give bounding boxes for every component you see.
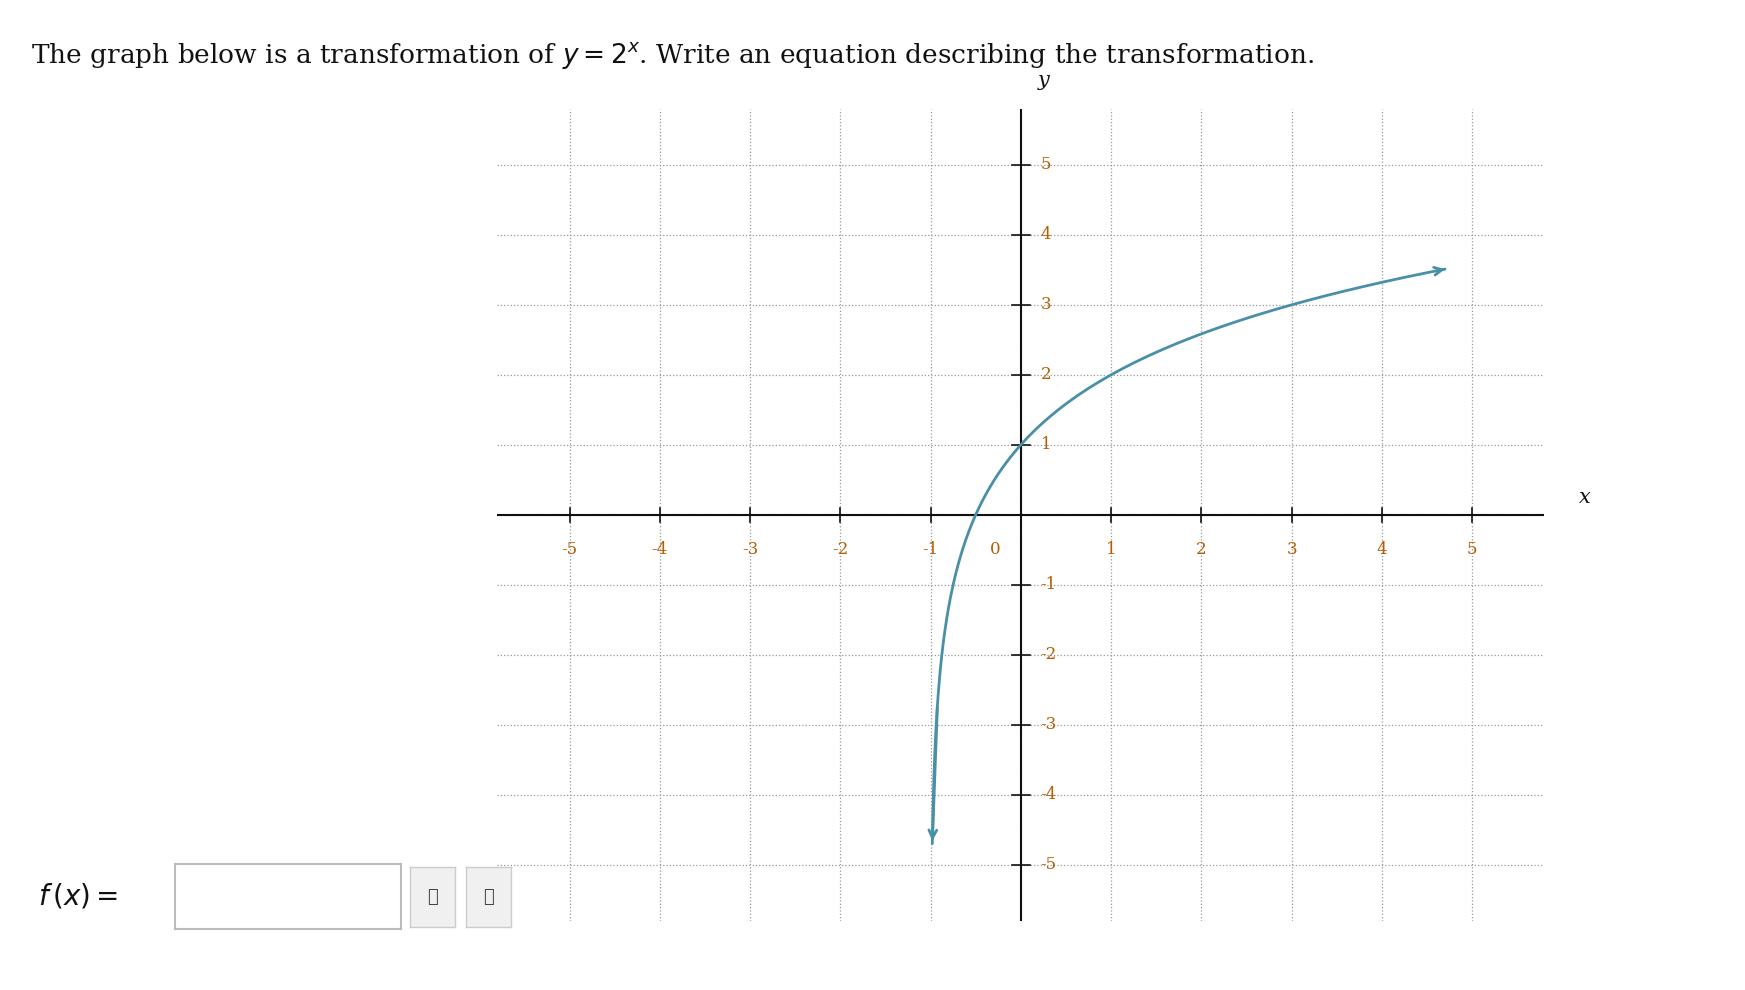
Text: -3: -3 [742,542,757,558]
Text: -4: -4 [1040,786,1057,803]
Text: 4: 4 [1040,227,1050,244]
Text: -2: -2 [832,542,848,558]
Text: -1: -1 [923,542,939,558]
Text: 4: 4 [1377,542,1387,558]
Text: 2: 2 [1195,542,1206,558]
Text: 5: 5 [1040,156,1050,173]
Text: 0: 0 [991,542,1002,558]
Text: -4: -4 [651,542,668,558]
Text: 5: 5 [1468,542,1478,558]
Text: x: x [1579,488,1591,507]
Text: ⎘: ⎘ [483,888,494,906]
Text: 1: 1 [1106,542,1117,558]
Text: ⎗: ⎗ [428,888,438,906]
Text: $f\,(x) =$: $f\,(x) =$ [38,881,119,911]
Text: 2: 2 [1040,366,1050,383]
Text: 1: 1 [1040,437,1050,453]
Text: -2: -2 [1040,646,1057,663]
Text: 3: 3 [1286,542,1297,558]
Text: 3: 3 [1040,296,1050,314]
Text: -5: -5 [1040,856,1057,873]
Text: The graph below is a transformation of $y = 2^x$. Write an equation describing t: The graph below is a transformation of $… [31,40,1314,70]
Text: -3: -3 [1040,716,1057,734]
Text: -5: -5 [562,542,578,558]
Text: y: y [1038,71,1049,90]
Text: -1: -1 [1040,576,1057,593]
